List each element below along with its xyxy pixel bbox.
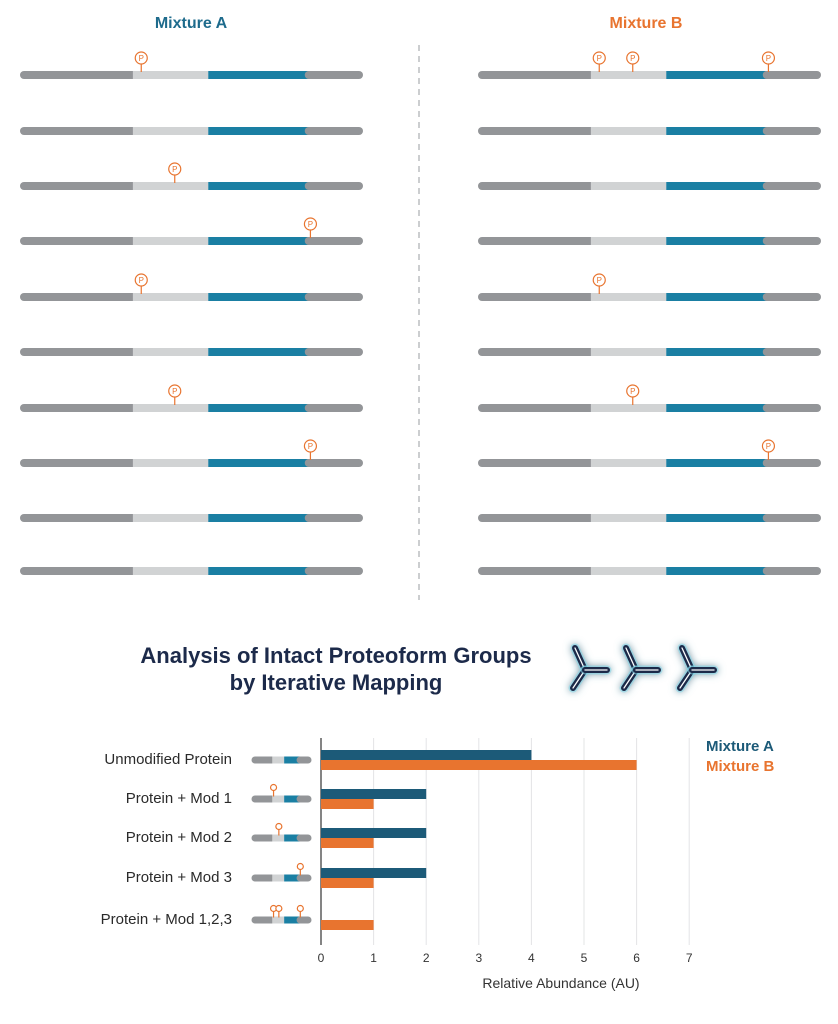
phospho-marker-icon bbox=[592, 51, 606, 65]
phospho-marker-icon bbox=[626, 384, 640, 398]
phospho-marker-icon bbox=[275, 822, 283, 831]
bar-mixture-b bbox=[321, 760, 637, 770]
mixture-b-title: Mixture B bbox=[609, 15, 683, 32]
mixture-b-protein: P bbox=[478, 439, 821, 467]
chart-title-line1: Analysis of Intact Proteoform Groups bbox=[140, 643, 532, 668]
phospho-marker-icon bbox=[134, 51, 148, 65]
phospho-marker-icon bbox=[275, 904, 283, 913]
mixture-a-protein: P bbox=[20, 384, 363, 412]
phospho-label: P bbox=[630, 54, 635, 63]
category-label: Protein + Mod 1,2,3 bbox=[100, 911, 232, 928]
mixture-a-protein: P bbox=[20, 162, 363, 190]
mixture-a-protein: P bbox=[20, 273, 363, 301]
phospho-label: P bbox=[597, 54, 602, 63]
phospho-marker-icon bbox=[168, 384, 182, 398]
x-axis-title: Relative Abundance (AU) bbox=[482, 975, 640, 991]
phospho-label: P bbox=[139, 54, 144, 63]
bar-mixture-a bbox=[321, 750, 532, 760]
bar-mixture-a bbox=[321, 868, 427, 878]
phospho-marker-icon bbox=[303, 217, 318, 231]
phospho-marker-icon bbox=[761, 439, 776, 453]
chart-title-line2: by Iterative Mapping bbox=[229, 670, 443, 695]
phospho-label: P bbox=[766, 54, 771, 63]
x-tick-label: 4 bbox=[528, 951, 535, 965]
phospho-marker-icon bbox=[134, 273, 148, 287]
phospho-label: P bbox=[630, 387, 635, 396]
phospho-marker-icon bbox=[168, 162, 182, 176]
x-tick-label: 5 bbox=[580, 951, 588, 965]
category-1-protein bbox=[251, 783, 312, 803]
x-tick-label: 7 bbox=[685, 951, 693, 965]
mixture-a-protein: P bbox=[20, 439, 363, 467]
category-label: Unmodified Protein bbox=[104, 751, 232, 768]
phospho-marker-icon bbox=[303, 439, 318, 453]
category-2-protein bbox=[251, 822, 312, 842]
phospho-marker-icon bbox=[296, 904, 304, 913]
phospho-label: P bbox=[308, 220, 313, 229]
phospho-label: P bbox=[766, 442, 771, 451]
category-label: Protein + Mod 2 bbox=[125, 829, 232, 846]
phospho-label: P bbox=[172, 387, 177, 396]
phospho-marker-icon bbox=[296, 862, 304, 871]
phospho-marker-icon bbox=[592, 273, 606, 287]
category-label: Protein + Mod 3 bbox=[125, 869, 232, 886]
x-tick-label: 0 bbox=[317, 951, 325, 965]
mixture-a-protein: P bbox=[20, 217, 363, 245]
bar-mixture-b bbox=[321, 799, 374, 809]
legend-mixture-a: Mixture A bbox=[706, 738, 774, 755]
mixture-b-protein: P bbox=[478, 273, 821, 301]
x-tick-label: 2 bbox=[422, 951, 430, 965]
mixture-b-protein: P bbox=[478, 384, 821, 412]
phospho-label: P bbox=[139, 276, 144, 285]
phospho-marker-icon bbox=[626, 51, 640, 65]
phospho-label: P bbox=[597, 276, 602, 285]
legend-mixture-b: Mixture B bbox=[706, 758, 775, 775]
bar-mixture-a bbox=[321, 828, 427, 838]
phospho-label: P bbox=[308, 442, 313, 451]
bar-mixture-b bbox=[321, 920, 374, 930]
phospho-label: P bbox=[172, 165, 177, 174]
bar-mixture-b bbox=[321, 838, 374, 848]
x-tick-label: 3 bbox=[475, 951, 483, 965]
bar-mixture-a bbox=[321, 789, 427, 799]
phospho-marker-icon bbox=[761, 51, 776, 65]
chart-title: Analysis of Intact Proteoform Groups by … bbox=[116, 642, 556, 696]
category-4-protein bbox=[251, 904, 312, 924]
phospho-marker-icon bbox=[269, 783, 278, 792]
mixture-a-title: Mixture A bbox=[154, 15, 228, 32]
x-tick-label: 6 bbox=[633, 951, 640, 965]
x-tick-label: 1 bbox=[370, 951, 377, 965]
category-3-protein bbox=[251, 862, 312, 882]
category-label: Protein + Mod 1 bbox=[125, 790, 232, 807]
mixture-a-protein: P bbox=[20, 51, 363, 79]
bar-mixture-b bbox=[321, 878, 374, 888]
